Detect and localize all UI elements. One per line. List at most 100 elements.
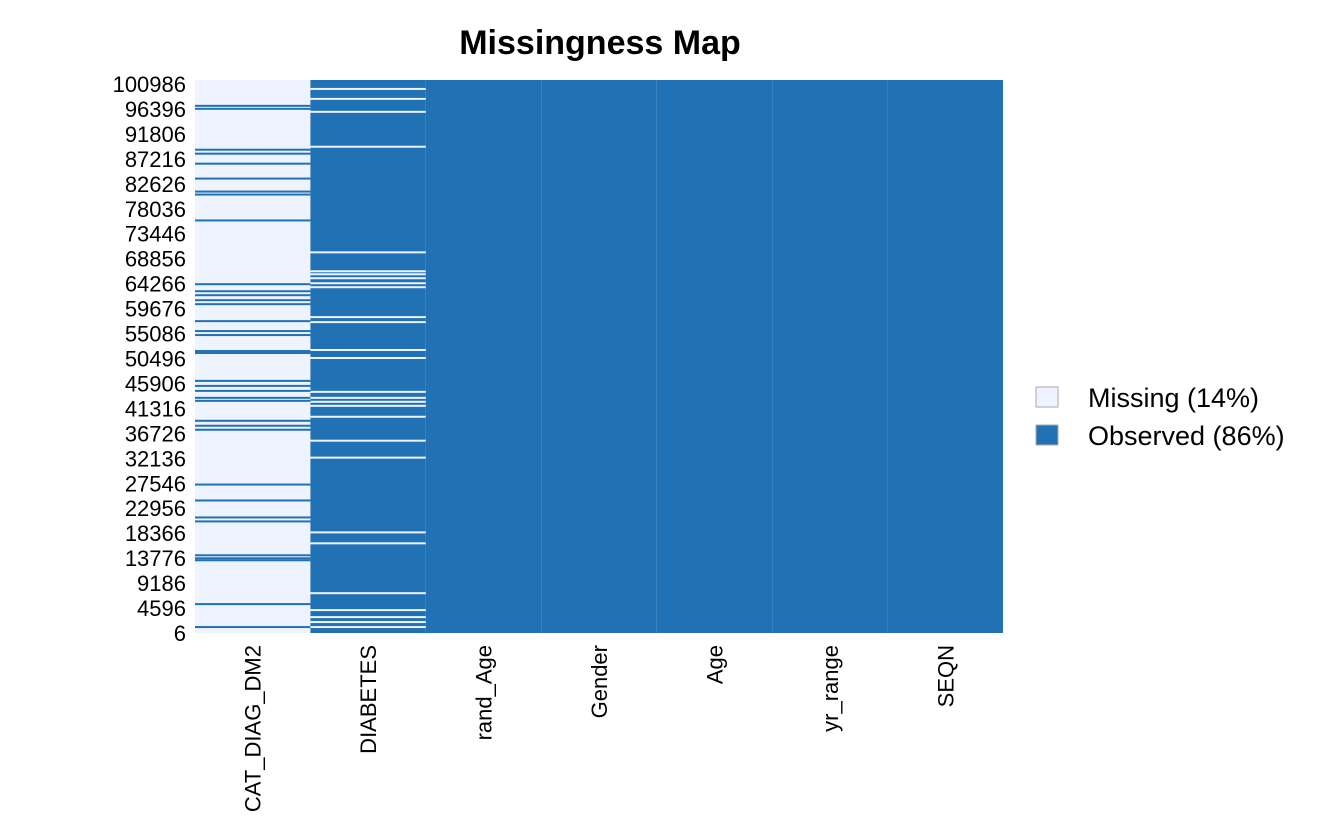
y-tick-label: 68856 <box>125 247 186 272</box>
stripe <box>310 396 426 399</box>
stripe <box>195 334 311 337</box>
stripe <box>195 379 311 382</box>
y-tick-label: 78036 <box>125 197 186 222</box>
stripe <box>310 592 426 595</box>
stripe <box>195 399 311 402</box>
stripe <box>310 316 426 319</box>
y-tick-label: 32136 <box>125 446 186 471</box>
stripe <box>195 303 311 306</box>
legend-swatch <box>1035 424 1059 446</box>
stripe <box>195 516 311 519</box>
stripe <box>195 389 311 392</box>
stripe <box>195 557 311 560</box>
y-tick-label: 50496 <box>125 347 186 372</box>
chart-title: Missingness Map <box>459 24 741 62</box>
y-tick-label: 45906 <box>125 371 186 396</box>
stripe <box>310 542 426 545</box>
column <box>887 80 1003 633</box>
stripe <box>310 273 426 276</box>
x-tick-label: CAT_DIAG_DM2 <box>241 645 266 812</box>
stripe <box>195 384 311 387</box>
stripe <box>310 282 426 285</box>
stripe <box>310 456 426 459</box>
stripe <box>195 104 311 107</box>
column <box>656 80 773 633</box>
column <box>772 80 888 633</box>
column <box>195 80 311 633</box>
legend-label: Missing (14%) <box>1088 383 1259 413</box>
stripe <box>195 190 311 193</box>
stripe <box>310 110 426 113</box>
stripe <box>195 193 311 196</box>
stripe <box>195 107 311 110</box>
stripe <box>195 290 311 293</box>
y-tick-label: 6 <box>174 621 186 646</box>
stripe <box>195 626 311 629</box>
stripe <box>310 415 426 418</box>
column <box>425 80 542 633</box>
stripe <box>310 286 426 289</box>
stripe <box>310 621 426 624</box>
x-tick-label: yr_range <box>818 645 843 732</box>
y-tick-label: 18366 <box>125 521 186 546</box>
stripe <box>310 531 426 534</box>
stripe <box>310 97 426 100</box>
stripe <box>195 299 311 302</box>
y-tick-label: 59676 <box>125 297 186 322</box>
legend-swatch <box>1035 386 1059 408</box>
y-tick-label: 27546 <box>125 471 186 496</box>
stripe <box>195 520 311 523</box>
stripe <box>195 148 311 151</box>
stripe <box>195 152 311 155</box>
stripe <box>310 404 426 407</box>
y-tick-label: 4596 <box>137 596 186 621</box>
stripe <box>195 283 311 286</box>
y-tick-label: 22956 <box>125 496 186 521</box>
stripe <box>195 162 311 165</box>
y-tick-label: 82626 <box>125 172 186 197</box>
y-tick-label: 87216 <box>125 147 186 172</box>
column <box>541 80 657 633</box>
stripe <box>310 400 426 403</box>
x-tick-label: SEQN <box>933 645 958 707</box>
y-tick-label: 64266 <box>125 272 186 297</box>
stripe <box>310 616 426 619</box>
stripe <box>195 559 311 562</box>
stripe <box>310 277 426 280</box>
stripe <box>310 145 426 148</box>
y-tick-label: 41316 <box>125 396 186 421</box>
column <box>310 80 426 633</box>
stripe <box>310 270 426 273</box>
stripe <box>195 419 311 422</box>
stripe <box>310 87 426 90</box>
stripe <box>310 390 426 393</box>
stripe <box>195 603 311 606</box>
stripe <box>310 609 426 612</box>
y-tick-label: 55086 <box>125 322 186 347</box>
stripe <box>310 626 426 629</box>
legend-label: Observed (86%) <box>1088 421 1285 451</box>
stripe <box>195 177 311 180</box>
y-tick-label: 13776 <box>125 546 186 571</box>
y-tick-label: 36726 <box>125 421 186 446</box>
x-tick-label: Age <box>702 645 727 684</box>
x-tick-label: Gender <box>587 645 612 718</box>
y-tick-label: 96396 <box>125 97 186 122</box>
y-tick-label: 9186 <box>137 571 186 596</box>
stripe <box>195 483 311 486</box>
stripe <box>195 351 311 354</box>
stripe <box>195 330 311 333</box>
stripe <box>195 294 311 297</box>
y-tick-label: 91806 <box>125 122 186 147</box>
stripe <box>195 396 311 399</box>
stripe <box>310 439 426 442</box>
y-tick-label: 100986 <box>113 72 186 97</box>
stripe <box>195 320 311 323</box>
stripe <box>195 350 311 353</box>
stripe <box>310 356 426 359</box>
stripe <box>310 251 426 254</box>
stripe <box>195 219 311 222</box>
stripe <box>195 424 311 427</box>
